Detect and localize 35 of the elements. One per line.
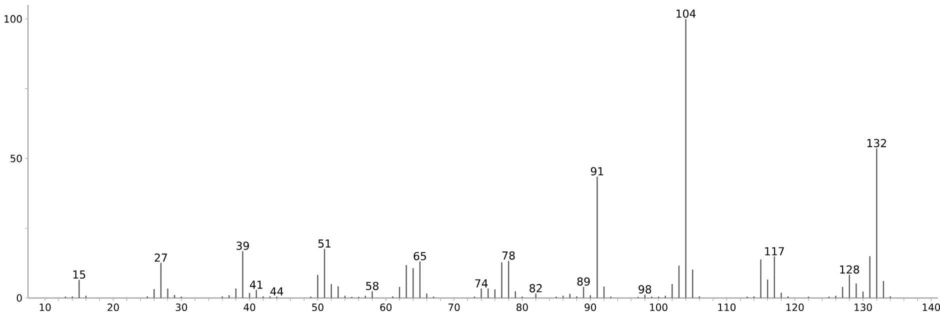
x-tick-label: 140 bbox=[922, 304, 940, 312]
x-tick-label: 80 bbox=[516, 304, 528, 312]
y-tick-label: 0 bbox=[16, 294, 22, 302]
annotation: 58 bbox=[366, 282, 378, 290]
annotation: 39 bbox=[236, 242, 249, 250]
annotation: 117 bbox=[765, 247, 784, 256]
annotation: 91 bbox=[590, 167, 604, 176]
annotation: 51 bbox=[318, 240, 330, 248]
x-tick-label: 130 bbox=[854, 304, 872, 312]
x-tick-label: 120 bbox=[786, 304, 804, 312]
x-tick-label: 70 bbox=[448, 304, 460, 312]
x-tick-label: 60 bbox=[380, 304, 392, 312]
annotation: 74 bbox=[475, 279, 488, 288]
x-tick-label: 30 bbox=[176, 304, 188, 312]
annotation: 41 bbox=[250, 280, 262, 289]
annotation: 44 bbox=[270, 287, 284, 296]
annotation: 15 bbox=[73, 270, 86, 279]
annotation: 78 bbox=[502, 251, 515, 260]
annotation: 82 bbox=[530, 284, 542, 292]
annotation: 27 bbox=[154, 254, 167, 262]
x-tick-label: 50 bbox=[312, 304, 324, 312]
annotation: 132 bbox=[867, 138, 886, 148]
annotation: 128 bbox=[840, 265, 860, 274]
x-tick-label: 40 bbox=[244, 304, 256, 312]
annotation: 104 bbox=[676, 9, 696, 18]
x-tick-label: 10 bbox=[40, 304, 51, 312]
annotation: 89 bbox=[577, 277, 590, 286]
annotation: 65 bbox=[414, 252, 426, 260]
x-tick-label: 90 bbox=[584, 304, 596, 312]
y-tick-label: 100 bbox=[4, 15, 22, 23]
x-tick-label: 110 bbox=[718, 304, 736, 312]
x-tick-label: 100 bbox=[650, 304, 668, 312]
annotation: 98 bbox=[638, 285, 652, 294]
x-tick-label: 20 bbox=[108, 304, 119, 312]
y-tick-label: 50 bbox=[10, 154, 22, 162]
